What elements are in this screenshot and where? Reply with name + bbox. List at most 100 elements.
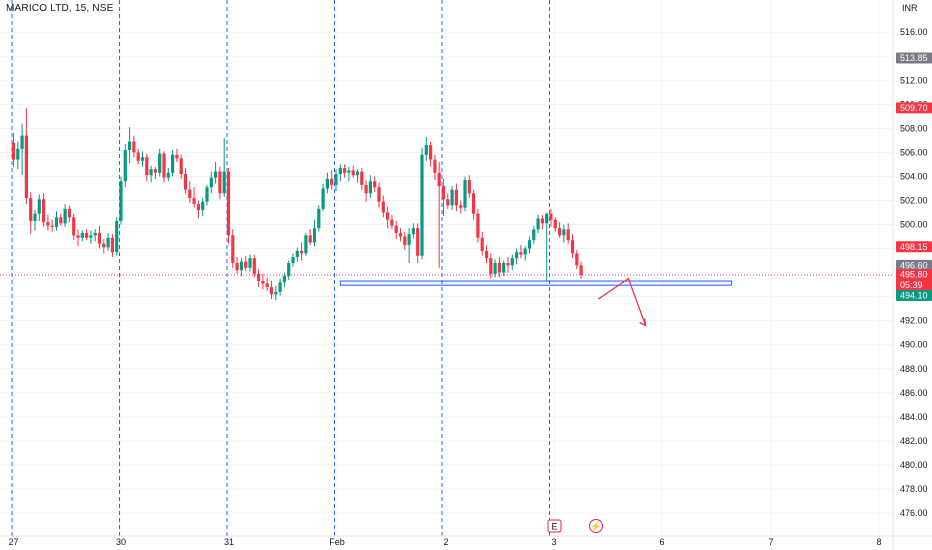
- price-tag-label: 509.70: [900, 103, 928, 113]
- candle-body: [20, 135, 24, 149]
- projection-arrow[interactable]: [597, 277, 647, 326]
- candle-body: [510, 258, 514, 266]
- dividend-badge[interactable]: [589, 519, 603, 533]
- candle-body: [377, 187, 381, 202]
- candle-body: [575, 253, 579, 266]
- candle-body: [153, 169, 157, 173]
- candle-body: [472, 193, 476, 214]
- price-tag-countdown: 05:39: [900, 280, 923, 290]
- price-tag-label: 495.80: [900, 270, 928, 280]
- y-tick-label: 482.00: [900, 436, 928, 446]
- y-tick-label: 478.00: [900, 484, 928, 494]
- candle-body: [171, 154, 175, 173]
- x-tick-label: 27: [8, 537, 18, 547]
- candle-body: [364, 184, 368, 194]
- candle-body: [50, 225, 54, 227]
- candle-body: [97, 232, 102, 244]
- candle-body: [42, 199, 46, 223]
- candle-body: [579, 265, 583, 276]
- candle-body: [536, 218, 540, 230]
- candle-body: [515, 252, 519, 259]
- candle-body: [411, 228, 415, 235]
- candle-body: [282, 276, 286, 283]
- earnings-badge[interactable]: [547, 519, 562, 533]
- price-tag-label: 496.60: [900, 260, 928, 270]
- candle-body: [248, 258, 252, 268]
- candle-body: [205, 187, 209, 202]
- y-tick-label: 500.00: [900, 220, 928, 230]
- candle-body: [85, 232, 89, 238]
- candle-body: [226, 171, 231, 236]
- candle-body: [110, 237, 114, 253]
- x-tick-label: 2: [443, 537, 448, 547]
- price-tag: [896, 259, 932, 271]
- candle-body: [287, 262, 291, 277]
- candle-body: [166, 172, 170, 178]
- candle-body: [386, 212, 390, 220]
- candle-body: [37, 199, 41, 214]
- y-tick-label: 512.00: [900, 75, 928, 85]
- candle-body: [128, 141, 132, 150]
- support-zone[interactable]: [339, 280, 733, 286]
- price-tag: [896, 102, 932, 114]
- candle-body: [497, 262, 501, 273]
- candle-body: [252, 258, 256, 274]
- candle-body: [261, 281, 265, 284]
- candle-body: [239, 261, 243, 271]
- candle-body: [123, 149, 127, 182]
- candle-body: [29, 198, 33, 221]
- candle-body: [407, 234, 411, 245]
- candle-body: [416, 228, 420, 256]
- candle-body: [506, 262, 510, 266]
- x-tick-label: 6: [659, 537, 664, 547]
- candle-body: [566, 229, 570, 241]
- candle-body: [222, 171, 226, 194]
- candle-body: [317, 208, 321, 229]
- candle-body: [355, 171, 360, 176]
- candle-body: [540, 218, 544, 224]
- price-tag: [896, 52, 932, 64]
- candle-body: [343, 168, 347, 173]
- candle-body: [570, 240, 575, 254]
- y-tick-label: 504.00: [900, 171, 928, 181]
- candle-body: [54, 217, 59, 227]
- y-tick-label: 502.00: [900, 195, 928, 205]
- candle-body: [420, 154, 424, 256]
- currency-label: INR: [902, 3, 918, 13]
- candle-body: [381, 201, 385, 213]
- candle-body: [235, 262, 239, 271]
- candle-body: [308, 235, 312, 243]
- candle-body: [527, 240, 532, 249]
- projection-arrowhead: [639, 318, 647, 327]
- candle-body: [351, 170, 355, 176]
- price-tag-label: 498.15: [900, 242, 928, 252]
- candle-body: [441, 186, 446, 200]
- candle-body: [368, 181, 372, 194]
- candle-body: [300, 250, 304, 254]
- candle-body: [424, 145, 428, 155]
- candle-body: [140, 157, 145, 161]
- candle-body: [549, 213, 553, 220]
- y-tick-label: 486.00: [900, 388, 928, 398]
- y-tick-label: 506.00: [900, 147, 928, 157]
- price-tag: [896, 269, 932, 292]
- candle-body: [553, 219, 557, 229]
- candle-body: [334, 174, 338, 185]
- x-tick-label: 8: [876, 537, 881, 547]
- candle-body: [192, 198, 196, 205]
- candle-body: [33, 213, 37, 221]
- candle-body: [67, 208, 71, 218]
- candle-body: [89, 235, 93, 238]
- candle-body: [76, 235, 80, 238]
- candle-body: [459, 205, 463, 208]
- candle-body: [291, 256, 295, 263]
- y-tick-label: 488.00: [900, 364, 928, 374]
- candle-body: [467, 180, 471, 194]
- candle-body: [347, 170, 351, 173]
- candle-body: [437, 172, 441, 187]
- candle-body: [102, 243, 106, 248]
- candle-body: [183, 174, 188, 190]
- candle-body: [502, 262, 506, 273]
